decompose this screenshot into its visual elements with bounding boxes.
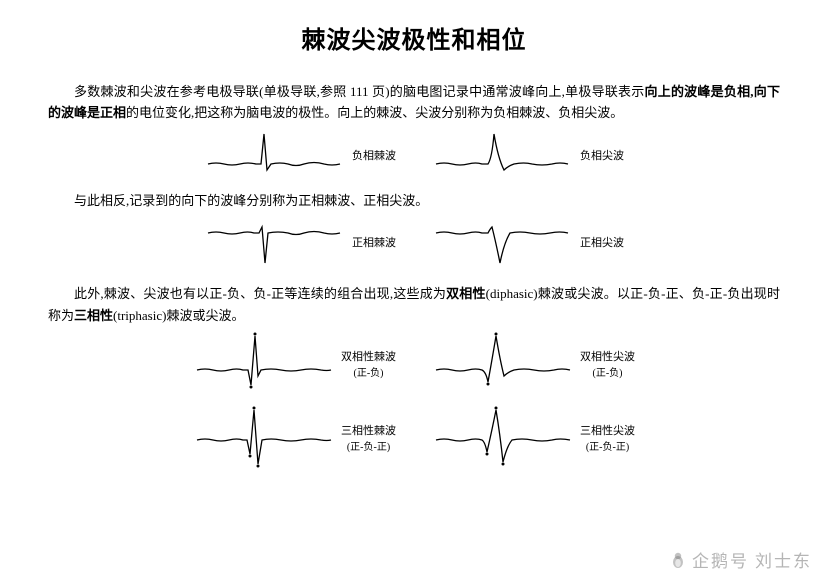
wave-neg-spike-svg [204, 128, 344, 184]
wave-tri-spike-svg [193, 404, 333, 474]
wave-bi-sharp: 双相性尖波 (正-负) [432, 330, 635, 400]
wave-row-biphasic: 双相性棘波 (正-负) 双相性尖波 (正-负) [48, 330, 780, 400]
paragraph-3: 此外,棘波、尖波也有以正-负、负-正等连续的组合出现,这些成为双相性(dipha… [48, 283, 780, 326]
label-bi-sharp: 双相性尖波 (正-负) [580, 348, 635, 383]
content-body: 多数棘波和尖波在参考电极导联(单极导联,参照 111 页)的脑电图记录中通常波峰… [48, 81, 780, 474]
label-neg-spike: 负相棘波 [352, 147, 396, 165]
wave-neg-spike: 负相棘波 [204, 128, 396, 184]
wave-tri-spike: 三相性棘波 (正-负-正) [193, 404, 396, 474]
label-tri-sharp-main: 三相性尖波 [580, 425, 635, 437]
wave-neg-sharp: 负相尖波 [432, 128, 624, 184]
p1-text-a: 多数棘波和尖波在参考电极导联(单极导联,参照 111 页)的脑电图记录中通常波峰… [74, 84, 645, 99]
wave-bi-sharp-svg [432, 330, 572, 400]
label-pos-spike: 正相棘波 [352, 234, 396, 252]
wave-pos-sharp: 正相尖波 [432, 215, 624, 271]
label-tri-spike-main: 三相性棘波 [341, 425, 396, 437]
wave-tri-sharp-svg [432, 404, 572, 474]
wave-row-triphasic: 三相性棘波 (正-负-正) 三相性尖波 (正-负-正) [48, 404, 780, 474]
p3-text-c: (triphasic)棘波或尖波。 [113, 308, 244, 323]
watermark-group: 企鹅号 [692, 547, 749, 572]
label-tri-sharp-sub: (正-负-正) [580, 440, 635, 457]
label-bi-spike-sub: (正-负) [341, 366, 396, 383]
label-tri-spike-sub: (正-负-正) [341, 440, 396, 457]
wave-bi-spike-svg [193, 330, 333, 400]
wave-pos-sharp-svg [432, 215, 572, 271]
wave-pos-spike: 正相棘波 [204, 215, 396, 271]
penguin-icon [670, 551, 686, 569]
label-tri-sharp: 三相性尖波 (正-负-正) [580, 422, 635, 457]
paragraph-2: 与此相反,记录到的向下的波峰分别称为正相棘波、正相尖波。 [48, 190, 780, 211]
p3-text-a: 此外,棘波、尖波也有以正-负、负-正等连续的组合出现,这些成为 [74, 286, 446, 301]
watermark: 企鹅号 刘士东 [670, 547, 812, 572]
label-tri-spike: 三相性棘波 (正-负-正) [341, 422, 396, 457]
wave-neg-sharp-svg [432, 128, 572, 184]
label-pos-sharp: 正相尖波 [580, 234, 624, 252]
wave-row-negative: 负相棘波 负相尖波 [48, 128, 780, 184]
p1-text-b: 的电位变化,把这称为脑电波的极性。向上的棘波、尖波分别称为负相棘波、负相尖波。 [126, 105, 623, 120]
wave-tri-sharp: 三相性尖波 (正-负-正) [432, 404, 635, 474]
wave-pos-spike-svg [204, 215, 344, 271]
wave-row-positive: 正相棘波 正相尖波 [48, 215, 780, 271]
wave-bi-spike: 双相性棘波 (正-负) [193, 330, 396, 400]
label-bi-spike: 双相性棘波 (正-负) [341, 348, 396, 383]
label-bi-sharp-sub: (正-负) [580, 366, 635, 383]
label-bi-spike-main: 双相性棘波 [341, 351, 396, 363]
watermark-name: 刘士东 [755, 547, 812, 572]
page-title: 棘波尖波极性和相位 [0, 0, 828, 55]
paragraph-1: 多数棘波和尖波在参考电极导联(单极导联,参照 111 页)的脑电图记录中通常波峰… [48, 81, 780, 124]
p3-bold-1: 双相性 [446, 286, 486, 301]
label-neg-sharp: 负相尖波 [580, 147, 624, 165]
p3-bold-2: 三相性 [74, 308, 113, 323]
label-bi-sharp-main: 双相性尖波 [580, 351, 635, 363]
